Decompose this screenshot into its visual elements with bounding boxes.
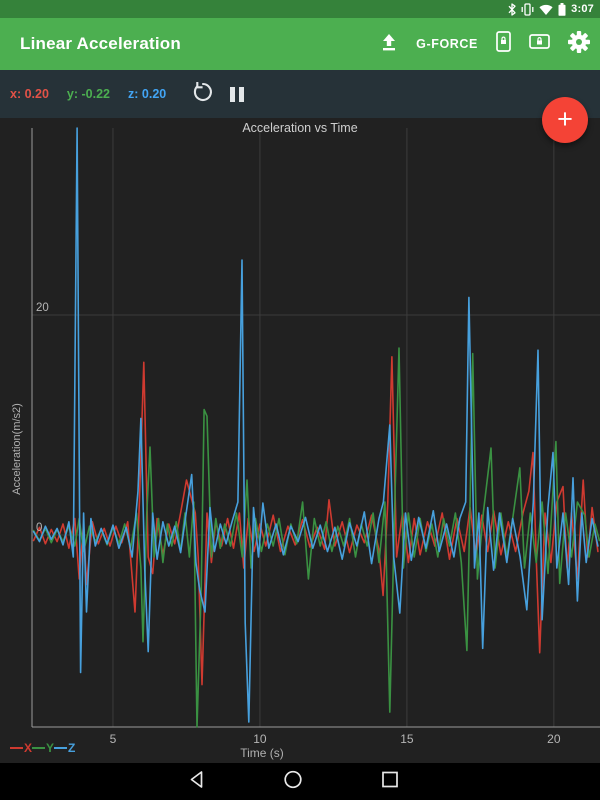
legend-item-x: X — [10, 741, 32, 755]
y-axis-title: Acceleration(m/s2) — [11, 403, 23, 495]
legend-label-y: Y — [46, 741, 55, 755]
bluetooth-icon — [508, 2, 516, 16]
legend-label-x: X — [24, 741, 33, 755]
appbar-actions: G-FORCE — [380, 18, 590, 70]
app-bar: Linear Acceleration G-FORCE — [0, 18, 600, 70]
x-value: x: 0.20 — [10, 87, 49, 101]
page-title: Linear Acceleration — [20, 34, 181, 53]
landscape-lock-icon — [529, 34, 550, 54]
recents-button[interactable] — [381, 770, 399, 793]
pause-button[interactable] — [230, 86, 245, 102]
legend-dash-x — [10, 747, 23, 749]
plus-icon: + — [557, 103, 573, 134]
reset-button[interactable] — [192, 81, 214, 108]
legend-item-y: Y — [32, 741, 54, 755]
status-bar: 3:07 — [0, 0, 600, 18]
status-icons: 3:07 — [508, 0, 594, 18]
back-icon — [190, 770, 203, 788]
legend-item-z: Z — [54, 741, 75, 755]
status-clock: 3:07 — [571, 3, 594, 15]
battery-icon — [558, 2, 566, 16]
chart-title: Acceleration vs Time — [242, 121, 358, 135]
home-icon — [284, 770, 302, 788]
upload-button[interactable] — [380, 33, 398, 56]
portrait-lock-icon — [496, 31, 511, 57]
reset-icon — [192, 81, 214, 108]
z-value: z: 0.20 — [128, 87, 167, 101]
recents-icon — [382, 771, 398, 787]
wifi-icon — [539, 4, 553, 15]
home-button[interactable] — [283, 769, 303, 794]
legend-dash-z — [54, 747, 68, 749]
pause-icon — [230, 86, 236, 102]
upload-icon — [380, 33, 398, 56]
x-axis-title: Time (s) — [240, 746, 284, 760]
legend-dash-y — [32, 747, 46, 749]
vibrate-icon — [521, 2, 534, 16]
add-button[interactable]: + — [542, 97, 588, 143]
landscape-lock-button[interactable] — [529, 34, 550, 54]
y-value: y: -0.22 — [66, 87, 111, 101]
sensor-toolbar: x: 0.20 y: -0.22 z: 0.20 — [0, 70, 600, 118]
chart-legend: X Y Z — [10, 741, 75, 755]
nav-bar — [0, 763, 600, 800]
gear-icon — [568, 30, 590, 58]
pause-icon — [239, 86, 245, 102]
back-button[interactable] — [187, 769, 205, 794]
gforce-button[interactable]: G-FORCE — [416, 37, 478, 51]
portrait-lock-button[interactable] — [496, 31, 511, 57]
chart-plot-area[interactable] — [0, 118, 600, 763]
settings-button[interactable] — [568, 30, 590, 58]
legend-label-z: Z — [68, 741, 76, 755]
